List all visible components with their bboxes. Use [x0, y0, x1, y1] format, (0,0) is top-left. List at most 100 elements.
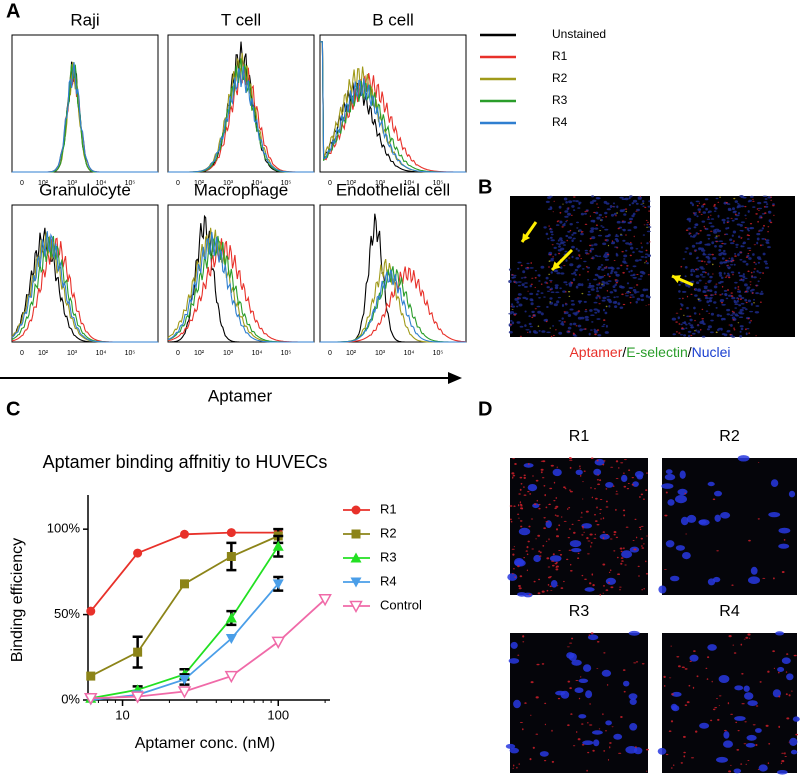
micrograph-dot	[623, 459, 627, 461]
micrograph-dot	[752, 200, 755, 202]
micrograph-dot	[784, 752, 786, 755]
micrograph-dot	[633, 747, 643, 755]
micrograph-dot	[636, 274, 639, 275]
micrograph-dot	[555, 224, 560, 226]
micrograph-dot	[583, 470, 586, 472]
micrograph-dot	[745, 290, 748, 293]
micrograph-dot	[767, 762, 770, 765]
micrograph-dot	[554, 514, 557, 516]
micrograph-dot	[678, 290, 681, 293]
micrograph-dot	[645, 489, 648, 491]
micrograph-dot	[613, 271, 618, 274]
micrograph-dot	[640, 242, 642, 244]
micrograph-dot	[748, 199, 752, 202]
micrograph-dot	[707, 272, 710, 276]
micrograph-dot	[532, 330, 537, 334]
micrograph-dot	[778, 695, 781, 698]
micrograph-dot	[708, 304, 711, 307]
micrograph-dot	[568, 200, 573, 204]
micrograph-dot	[628, 630, 640, 636]
micrograph-dot	[513, 546, 516, 548]
micrograph-dot	[517, 513, 520, 515]
micrograph-dot	[740, 298, 742, 301]
micrograph-dot	[633, 226, 638, 229]
histogram-tick-label: 10²	[346, 180, 357, 187]
micrograph-dot	[746, 227, 750, 231]
micrograph-dot	[739, 335, 743, 338]
micrograph-dot	[590, 632, 594, 635]
micrograph-dot	[710, 218, 715, 220]
micrograph-dot	[535, 293, 539, 296]
micrograph-dot	[690, 273, 694, 277]
micrograph-dot	[690, 235, 693, 238]
micrograph-dot	[713, 203, 716, 206]
micrograph-dot	[737, 455, 750, 462]
micrograph-dot	[624, 564, 627, 566]
micrograph-dot	[610, 213, 615, 217]
micrograph-dot	[741, 307, 746, 309]
micrograph-dot	[619, 547, 623, 550]
micrograph-dot	[589, 533, 593, 536]
micrograph-dot	[693, 212, 695, 214]
micrograph-dot	[551, 729, 553, 732]
micrograph-dot	[620, 562, 623, 565]
micrograph-dot	[543, 527, 546, 530]
micrograph-dot	[594, 533, 596, 536]
micrograph-dot	[746, 247, 752, 250]
micrograph-dot	[737, 288, 740, 290]
point	[179, 675, 191, 685]
histogram-curve	[167, 238, 314, 343]
micrograph-dot	[577, 283, 582, 287]
micrograph-dot	[711, 241, 715, 245]
micrograph-dot	[511, 472, 515, 475]
micrograph-dot	[587, 751, 590, 754]
micrograph-dot	[758, 764, 768, 772]
micrograph-dot	[511, 548, 515, 550]
micrograph-dot	[734, 303, 739, 306]
micrograph-dot	[712, 263, 714, 266]
micrograph-dot	[743, 638, 746, 640]
micrograph-dot	[573, 335, 578, 337]
micrograph-dot	[706, 678, 709, 680]
series-line	[90, 531, 279, 612]
micrograph-dot	[575, 257, 580, 260]
micrograph-dot	[623, 213, 627, 216]
micrograph-dot	[760, 301, 762, 304]
micrograph-dot	[646, 242, 649, 245]
micrograph-dot	[533, 503, 537, 506]
micrograph-dot	[606, 253, 610, 255]
micrograph-dot	[772, 204, 775, 207]
micrograph-dot	[726, 329, 731, 333]
micrograph-dot	[544, 723, 547, 726]
micrograph-dot	[766, 203, 769, 205]
micrograph-dot	[603, 652, 606, 654]
micrograph-dot	[706, 328, 710, 331]
micrograph-dot	[603, 308, 605, 312]
micrograph-dot	[736, 749, 740, 751]
micrograph-dot	[753, 276, 757, 279]
micrograph-dot	[590, 247, 595, 251]
micrograph-dot	[688, 252, 693, 256]
micrograph-dot	[593, 308, 598, 311]
micrograph-dot	[623, 514, 626, 517]
micrograph-dot	[519, 501, 522, 504]
micrograph-dot	[747, 234, 751, 237]
micrograph-dot	[723, 272, 726, 275]
micrograph-dot	[613, 202, 615, 205]
micrograph-dot	[640, 294, 644, 298]
micrograph-dot	[693, 306, 696, 310]
micrograph-dot	[569, 570, 573, 572]
micrograph-dot	[719, 294, 722, 296]
micrograph-dot	[624, 293, 627, 295]
micrograph-dot	[678, 332, 681, 334]
micrograph-dot	[561, 516, 563, 518]
histogram-tick-label: 10²	[346, 350, 357, 357]
micrograph-dot	[513, 505, 516, 508]
micrograph-dot	[665, 753, 669, 756]
micrograph-dot	[605, 506, 609, 508]
micrograph-dot	[731, 296, 736, 300]
micrograph-dot	[682, 552, 691, 560]
micrograph-dot	[601, 268, 605, 271]
micrograph-dot	[705, 255, 710, 259]
micrograph-dot	[555, 497, 558, 499]
